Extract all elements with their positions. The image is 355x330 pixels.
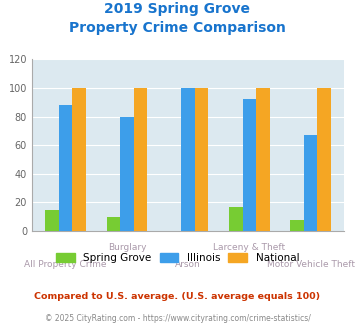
Bar xyxy=(256,88,269,231)
Legend: Spring Grove, Illinois, National: Spring Grove, Illinois, National xyxy=(52,248,303,267)
Bar xyxy=(195,88,208,231)
Bar xyxy=(107,217,120,231)
Text: Arson: Arson xyxy=(175,260,201,269)
Text: Compared to U.S. average. (U.S. average equals 100): Compared to U.S. average. (U.S. average … xyxy=(34,292,321,301)
Bar xyxy=(59,105,72,231)
Bar xyxy=(229,207,243,231)
Bar xyxy=(243,99,256,231)
Bar xyxy=(181,88,195,231)
Text: Property Crime Comparison: Property Crime Comparison xyxy=(69,21,286,35)
Text: Larceny & Theft: Larceny & Theft xyxy=(213,243,285,252)
Text: Motor Vehicle Theft: Motor Vehicle Theft xyxy=(267,260,355,269)
Text: All Property Crime: All Property Crime xyxy=(24,260,107,269)
Bar xyxy=(72,88,86,231)
Bar xyxy=(133,88,147,231)
Bar xyxy=(45,210,59,231)
Bar xyxy=(120,116,133,231)
Text: Burglary: Burglary xyxy=(108,243,146,252)
Bar xyxy=(290,219,304,231)
Bar xyxy=(304,135,317,231)
Bar xyxy=(317,88,331,231)
Text: 2019 Spring Grove: 2019 Spring Grove xyxy=(104,2,251,16)
Text: © 2025 CityRating.com - https://www.cityrating.com/crime-statistics/: © 2025 CityRating.com - https://www.city… xyxy=(45,314,310,323)
